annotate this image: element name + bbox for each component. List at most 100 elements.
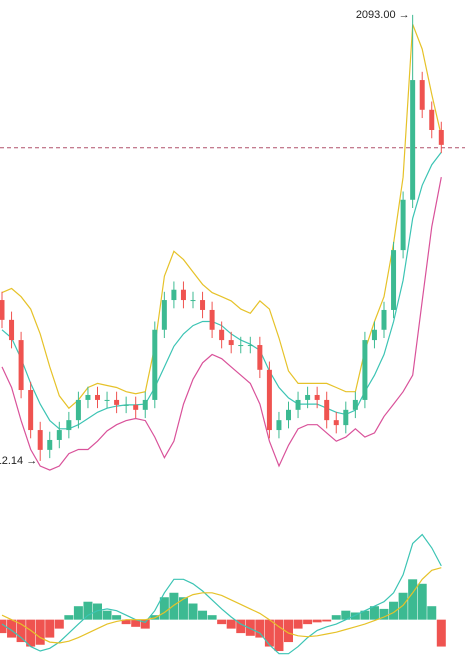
macd-bar — [264, 619, 274, 647]
candle-body — [400, 199, 406, 251]
candle-body — [9, 319, 15, 341]
candle-body — [352, 399, 358, 410]
candle-body — [123, 404, 129, 406]
candle-body — [266, 369, 272, 431]
macd-bar — [140, 619, 150, 629]
macd-bar — [303, 619, 313, 625]
macd-bar — [45, 619, 55, 638]
macd-bar — [398, 592, 408, 620]
candle-body — [247, 345, 253, 347]
macd-bar — [207, 615, 217, 620]
candle-body — [219, 329, 225, 341]
macd-bar — [360, 610, 370, 620]
candle-body — [438, 130, 444, 145]
price-label: 1012.14 → — [0, 455, 37, 467]
candle-body — [133, 404, 139, 410]
candle-body — [276, 420, 282, 431]
candle-body — [228, 340, 234, 346]
macd-bar — [436, 619, 446, 647]
candle-body — [362, 340, 368, 400]
macd-bar — [112, 615, 122, 620]
macd-bar — [102, 610, 112, 620]
candle-body — [47, 439, 53, 450]
macd-bar — [226, 619, 236, 629]
candle-body — [333, 420, 339, 426]
band-line — [1, 151, 442, 430]
candle-body — [295, 399, 301, 410]
candle-body — [391, 250, 397, 310]
macd-bar — [64, 615, 74, 620]
macd-bar — [331, 615, 341, 620]
candle-body — [95, 394, 100, 400]
macd-bar — [245, 619, 255, 636]
macd-bar — [312, 619, 322, 623]
candle-body — [18, 340, 24, 391]
candle-body — [28, 390, 34, 431]
macd-bar — [350, 612, 360, 620]
candle-body — [381, 309, 387, 330]
candle-body — [410, 80, 416, 200]
candle-body — [257, 345, 263, 370]
candle-body — [142, 399, 148, 410]
macd-bar — [198, 610, 208, 620]
candle-body — [66, 420, 72, 431]
candle-body — [152, 329, 158, 400]
candle-body — [161, 300, 167, 330]
band-line — [1, 24, 442, 410]
macd-bar — [369, 606, 379, 620]
candle-body — [343, 409, 349, 426]
candle-body — [104, 399, 110, 401]
macd-bar — [159, 597, 169, 620]
candle-body — [75, 399, 81, 421]
candle-body — [37, 430, 43, 450]
macd-bar — [236, 619, 246, 634]
macd-bar — [7, 619, 17, 638]
candle-body — [419, 80, 425, 110]
macd-line — [1, 533, 442, 655]
macd-bar — [293, 619, 303, 629]
macd-bar — [274, 619, 284, 652]
macd-bar — [169, 592, 179, 620]
candle-body — [209, 309, 215, 330]
candle-body — [429, 109, 435, 131]
macd-bar — [73, 606, 83, 620]
candle-body — [56, 430, 62, 440]
candle-body — [286, 409, 291, 421]
macd-bar — [54, 619, 64, 629]
macd-bar — [284, 619, 293, 643]
macd-bar — [255, 619, 265, 638]
price-label: 2093.00 → — [356, 9, 410, 21]
macd-bar — [188, 603, 198, 620]
macd-line — [1, 567, 442, 644]
band-line — [1, 176, 442, 471]
macd-bar — [427, 606, 437, 620]
macd-bar — [93, 603, 102, 620]
candle-body — [305, 394, 311, 400]
macd-bar — [26, 619, 36, 647]
candle-body — [0, 300, 5, 320]
candle-body — [238, 345, 244, 347]
macd-bar — [83, 601, 93, 620]
macd-bar — [417, 583, 427, 620]
candle-body — [171, 289, 177, 301]
macd-bar — [341, 610, 351, 620]
candle-body — [371, 329, 377, 341]
candle-body — [85, 394, 91, 400]
candle-body — [324, 399, 330, 421]
macd-bar — [379, 608, 389, 620]
candle-body — [190, 300, 196, 302]
macd-bar — [322, 619, 332, 622]
candle-body — [180, 289, 186, 301]
macd-bar — [408, 579, 418, 620]
macd-bar — [389, 601, 399, 620]
macd-bar — [0, 619, 7, 634]
macd-bar — [35, 619, 45, 645]
candle-body — [114, 399, 120, 405]
macd-bar — [131, 619, 141, 627]
macd-bar — [217, 619, 227, 625]
macd-bar — [121, 619, 131, 625]
macd-bar — [178, 597, 188, 620]
candle-body — [314, 394, 320, 400]
candle-body — [200, 300, 206, 310]
